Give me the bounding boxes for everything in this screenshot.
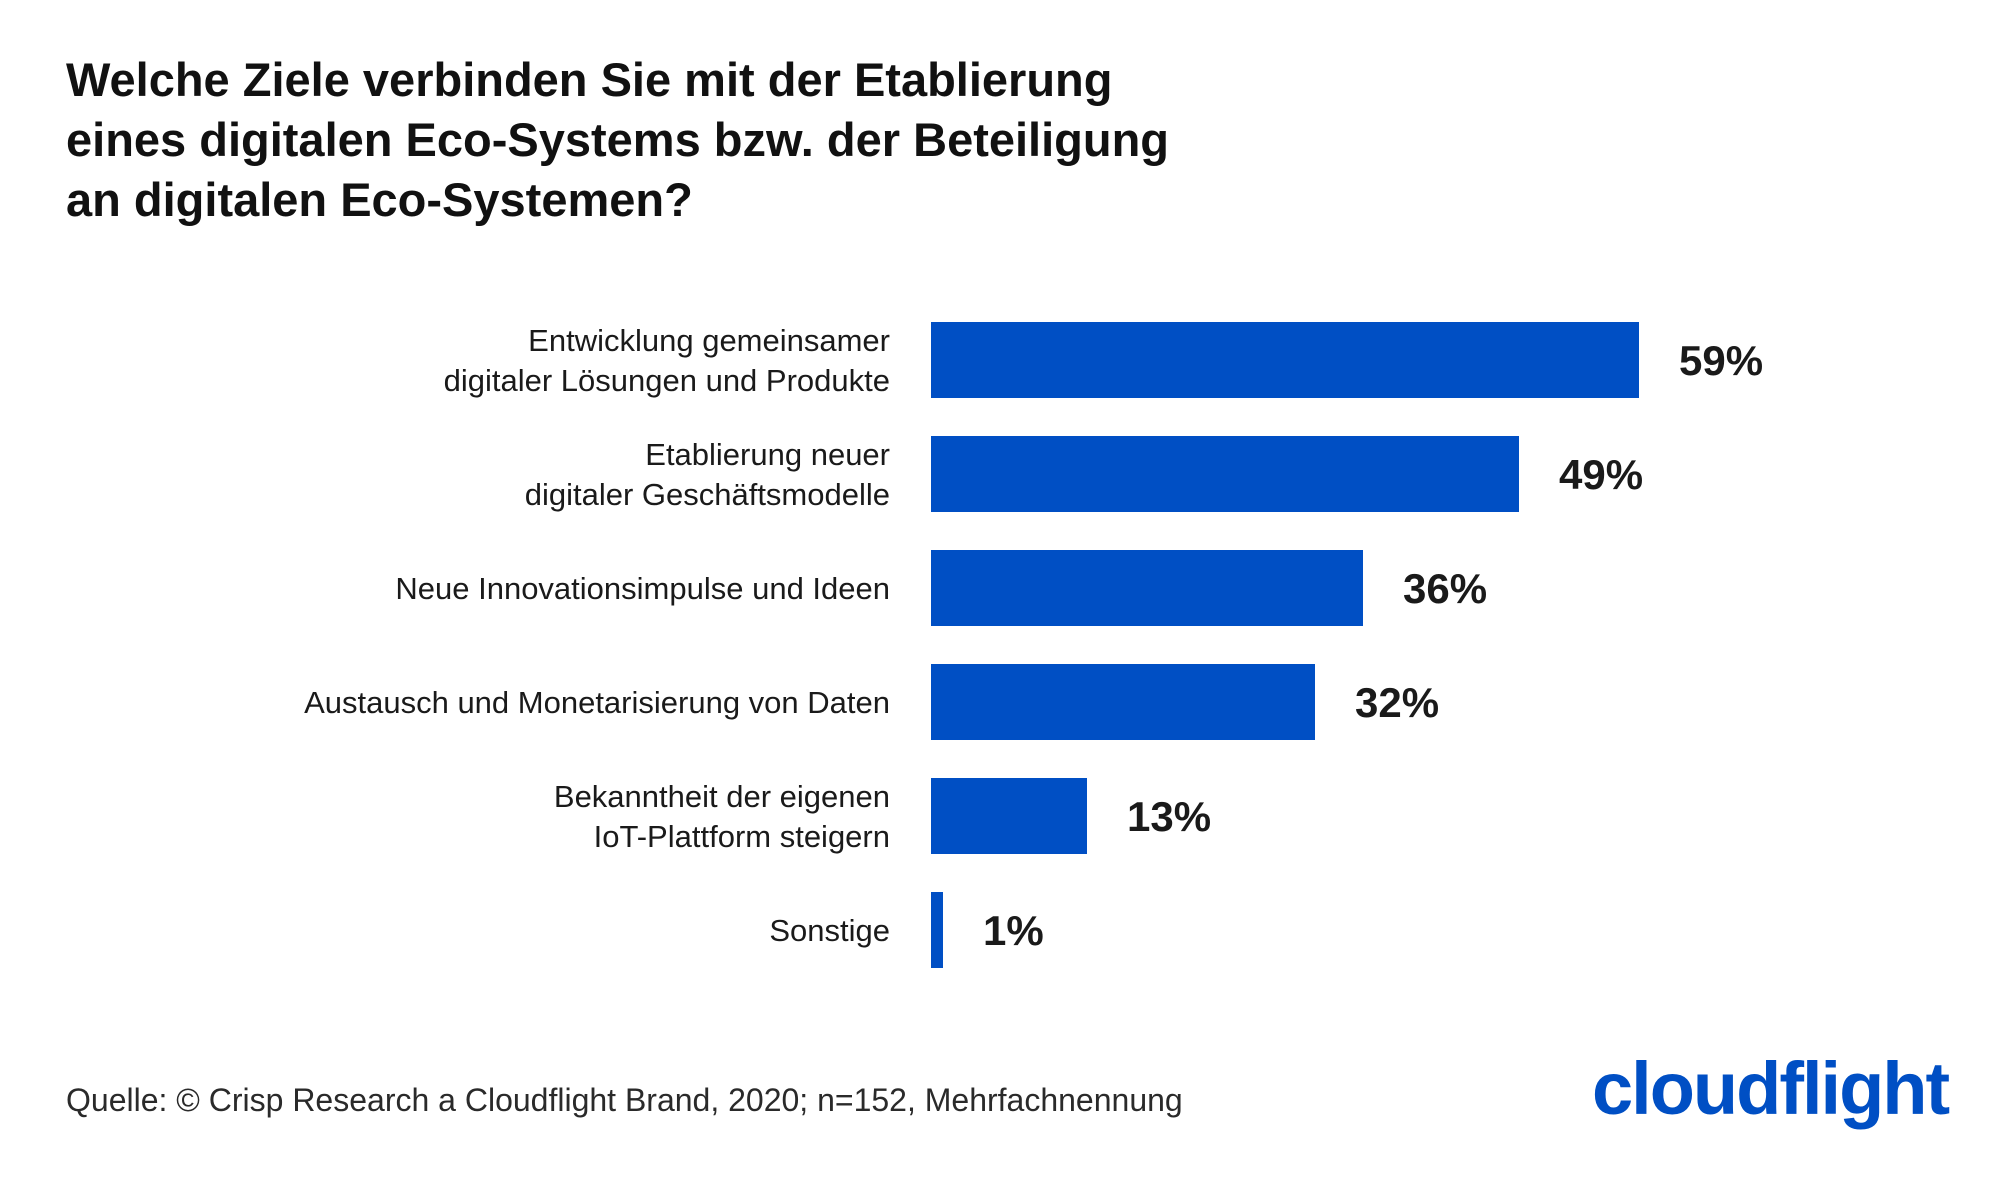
category-label-4-line-1: Austausch und Monetarisierung von Daten	[304, 685, 890, 720]
bar-3	[931, 550, 1363, 626]
value-label-2: 49%	[1559, 451, 1643, 498]
chart-title: Welche Ziele verbinden Sie mit der Etabl…	[66, 50, 1466, 230]
bar-2	[931, 436, 1519, 512]
category-label-5-line-2: IoT-Plattform steigern	[594, 819, 890, 854]
value-label-4: 32%	[1355, 679, 1439, 726]
category-label-2-line-1: Etablierung neuer	[645, 437, 890, 472]
bar-6	[931, 892, 943, 968]
category-label-6-line-1: Sonstige	[769, 913, 890, 948]
category-label-5-line-1: Bekanntheit der eigenen	[554, 779, 890, 814]
source-note: Quelle: © Crisp Research a Cloudflight B…	[66, 1082, 1183, 1118]
category-label-3-line-1: Neue Innovationsimpulse und Ideen	[395, 571, 890, 606]
category-label-1-line-2: digitaler Lösungen und Produkte	[444, 363, 890, 398]
title-line-2: eines digitalen Eco-Systems bzw. der Bet…	[66, 113, 1170, 166]
bar-1	[931, 322, 1639, 398]
category-label-1-line-1: Entwicklung gemeinsamer	[528, 323, 890, 358]
title-line-1: Welche Ziele verbinden Sie mit der Etabl…	[66, 53, 1113, 106]
category-label-2-line-2: digitaler Geschäftsmodelle	[525, 477, 890, 512]
value-label-5: 13%	[1127, 793, 1211, 840]
value-label-6: 1%	[983, 907, 1044, 954]
title-line-3: an digitalen Eco-Systemen?	[66, 173, 693, 226]
value-label-3: 36%	[1403, 565, 1487, 612]
bar-4	[931, 664, 1315, 740]
value-label-1: 59%	[1679, 337, 1763, 384]
bar-5	[931, 778, 1087, 854]
cloudflight-logo: cloudflight	[1592, 1047, 1950, 1130]
